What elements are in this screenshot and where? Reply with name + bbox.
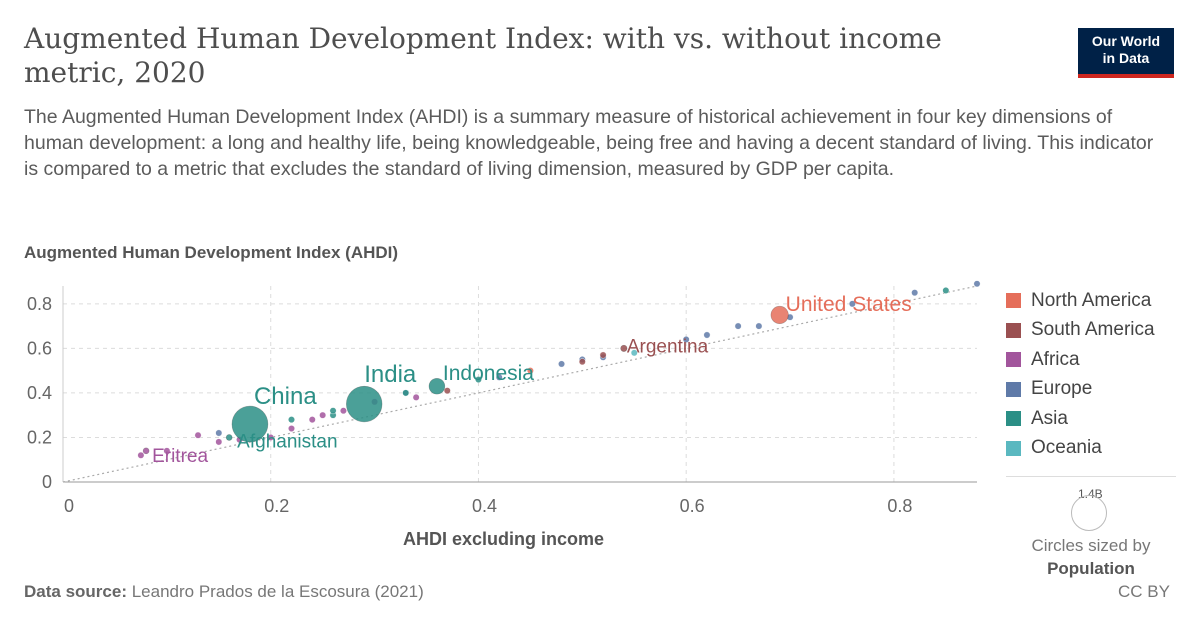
y-tick-label: 0.8 [27, 294, 52, 314]
data-point [443, 387, 451, 395]
x-tick-label: 0.6 [680, 496, 705, 516]
point-label: Argentina [627, 336, 709, 357]
point-label: United States [786, 293, 912, 316]
tick-labels: 0 0.2 0.4 0.6 0.8 0 0.2 0.4 0.6 0.8 [27, 294, 912, 516]
point-label: Indonesia [443, 362, 534, 385]
data-point [475, 376, 482, 383]
data-point [599, 351, 607, 359]
labeled-point [346, 385, 383, 423]
data-point [942, 287, 950, 294]
data-source-label: Data source: [24, 582, 127, 601]
legend-item-north-america[interactable]: North America [1006, 286, 1155, 316]
legend-item-asia[interactable]: Asia [1006, 404, 1155, 434]
point-label: India [364, 361, 417, 388]
legend-item-africa[interactable]: Africa [1006, 345, 1155, 375]
legend-swatch [1006, 293, 1021, 309]
point-label: Eritrea [152, 446, 208, 467]
labeled-point [620, 344, 628, 352]
data-point [495, 373, 503, 381]
legend-swatch [1006, 440, 1021, 456]
size-legend-circle [1071, 495, 1107, 531]
data-point [319, 411, 327, 419]
labeled-point [142, 447, 150, 455]
data-point [558, 360, 565, 368]
diagonal-reference [62, 285, 978, 483]
legend-label: South America [1031, 319, 1155, 341]
x-tick-label: 0.4 [472, 496, 497, 516]
grid-lines [62, 286, 977, 483]
data-point [848, 300, 856, 308]
data-point [215, 438, 223, 446]
point-label: China [254, 383, 317, 410]
data-point [215, 429, 223, 437]
x-tick-label: 0.8 [887, 496, 912, 516]
legend-label: Europe [1031, 378, 1093, 400]
data-point [526, 367, 534, 375]
x-tick-label: 0 [64, 496, 74, 516]
data-point [194, 431, 202, 439]
size-legend-divider [1006, 476, 1176, 477]
y-tick-label: 0.6 [27, 338, 52, 358]
region-legend[interactable]: North America South America Africa Europ… [1006, 286, 1155, 463]
logo-line-1: Our World [1091, 33, 1161, 49]
logo-line-2: in Data [1102, 50, 1150, 66]
data-point [163, 447, 171, 455]
x-tick-label: 0.2 [264, 496, 289, 516]
legend-item-south-america[interactable]: South America [1006, 316, 1155, 346]
data-source: Data source: Leandro Prados de la Escosu… [24, 582, 424, 602]
data-point [412, 393, 420, 401]
data-point [703, 331, 711, 339]
data-point [402, 389, 410, 397]
data-point [329, 407, 337, 415]
labeled-point [770, 305, 789, 324]
legend-label: Oceania [1031, 437, 1102, 459]
data-point [734, 322, 742, 330]
point-label: Afghanistan [237, 431, 337, 452]
chart-subtitle: The Augmented Human Development Index (A… [24, 106, 1154, 180]
legend-swatch [1006, 411, 1021, 427]
size-legend-label: Circles sized by [1031, 536, 1151, 555]
data-point [288, 425, 295, 432]
legend-swatch [1006, 381, 1021, 397]
owid-logo[interactable]: Our World in Data [1078, 28, 1174, 78]
data-point [308, 416, 316, 424]
data-point [340, 407, 347, 415]
logo-accent-bar [1078, 74, 1174, 78]
legend-label: Africa [1031, 348, 1080, 370]
legend-swatch [1006, 352, 1021, 368]
y-tick-label: 0.4 [27, 383, 52, 403]
license-link[interactable]: CC BY [1118, 582, 1170, 601]
data-point [973, 280, 981, 288]
data-point [267, 434, 275, 441]
legend-item-europe[interactable]: Europe [1006, 375, 1155, 405]
labeled-point [428, 378, 446, 395]
labeled-point [231, 405, 269, 443]
size-legend-variable: Population [1047, 559, 1135, 578]
size-legend-text: Circles sized by Population [1006, 534, 1176, 580]
diagonal-line [62, 285, 978, 483]
data-point [137, 451, 145, 459]
y-tick-label: 0 [42, 472, 52, 492]
legend-label: Asia [1031, 407, 1068, 429]
data-point [911, 289, 919, 297]
y-tick-label: 0.2 [27, 427, 52, 447]
data-point [682, 336, 690, 343]
data-point [630, 349, 638, 357]
chart-title: Augmented Human Development Index: with … [24, 22, 942, 89]
legend-swatch [1006, 322, 1021, 338]
labeled-point [225, 434, 233, 441]
data-points [137, 280, 981, 459]
data-source-text[interactable]: Leandro Prados de la Escosura (2021) [131, 582, 424, 601]
legend-item-oceania[interactable]: Oceania [1006, 434, 1155, 464]
x-axis-title: AHDI excluding income [403, 529, 605, 549]
data-point [288, 416, 295, 424]
legend-label: North America [1031, 289, 1152, 311]
data-point [755, 322, 763, 330]
point-labels: United States Argentina Indonesia India Chin… [152, 293, 912, 467]
data-point [578, 358, 586, 366]
y-axis-title: Augmented Human Development Index (AHDI) [24, 243, 399, 262]
